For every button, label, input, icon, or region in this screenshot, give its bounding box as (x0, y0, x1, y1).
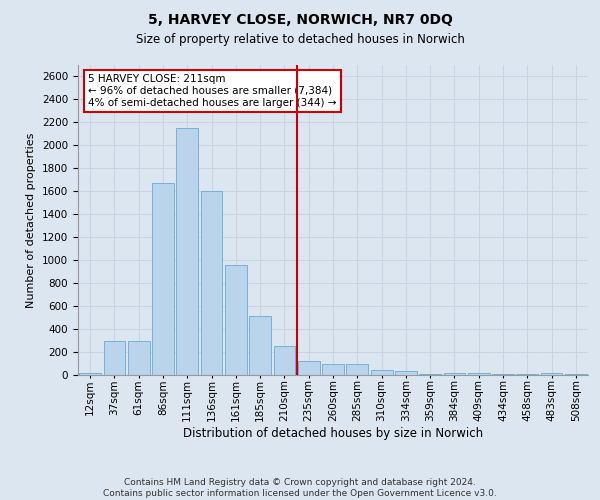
Bar (79, 372, 101, 375)
Bar (517, 374, 538, 375)
Bar (565, 374, 587, 375)
X-axis label: Distribution of detached houses by size in Norwich: Distribution of detached houses by size … (183, 427, 483, 440)
Bar (492, 374, 514, 375)
Bar (128, 340, 149, 375)
Bar (200, 192, 223, 375)
Bar (104, 340, 125, 375)
Bar (371, 370, 392, 375)
Text: Size of property relative to detached houses in Norwich: Size of property relative to detached ho… (136, 32, 464, 46)
Bar (443, 372, 466, 375)
Bar (249, 316, 271, 375)
Text: 5, HARVEY CLOSE, NORWICH, NR7 0DQ: 5, HARVEY CLOSE, NORWICH, NR7 0DQ (148, 12, 452, 26)
Bar (225, 265, 247, 375)
Bar (322, 364, 344, 375)
Bar (468, 372, 490, 375)
Text: Contains HM Land Registry data © Crown copyright and database right 2024.
Contai: Contains HM Land Registry data © Crown c… (103, 478, 497, 498)
Bar (152, 184, 174, 375)
Bar (419, 374, 441, 375)
Text: 5 HARVEY CLOSE: 211sqm
← 96% of detached houses are smaller (7,384)
4% of semi-d: 5 HARVEY CLOSE: 211sqm ← 96% of detached… (88, 74, 337, 108)
Bar (298, 361, 320, 375)
Bar (346, 364, 368, 375)
Y-axis label: Number of detached properties: Number of detached properties (26, 132, 37, 308)
Bar (395, 371, 417, 375)
Bar (541, 372, 562, 375)
Bar (176, 128, 198, 375)
Bar (274, 346, 295, 375)
